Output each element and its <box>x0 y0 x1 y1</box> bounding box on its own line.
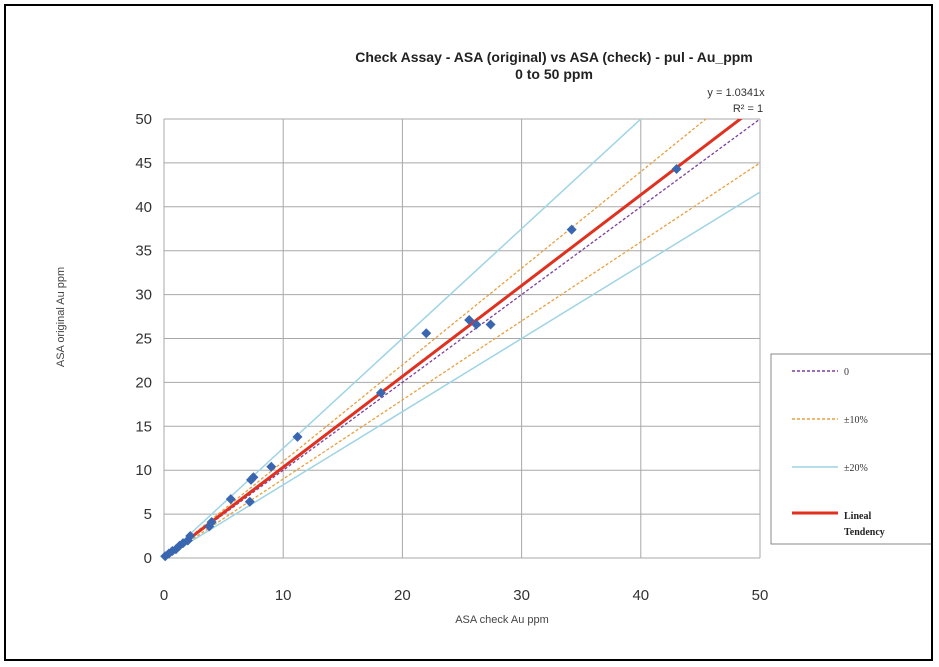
line-identity <box>164 119 760 558</box>
data-point-22 <box>671 164 682 175</box>
y-tick-label-10: 50 <box>135 111 152 128</box>
y-tick-label-0: 0 <box>144 550 152 567</box>
data-point-13 <box>248 472 259 483</box>
chart-frame: Check Assay - ASA (original) vs ASA (che… <box>4 4 933 661</box>
x-axis-label: ASA check Au ppm <box>455 614 549 626</box>
x-tick-label-3: 30 <box>513 587 530 604</box>
reference-lines <box>164 119 760 558</box>
x-tick-label-2: 20 <box>394 587 411 604</box>
legend-label-0: 0 <box>844 367 849 378</box>
x-tick-label-1: 10 <box>275 587 292 604</box>
y-tick-label-5: 25 <box>135 331 152 348</box>
chart-title: Check Assay - ASA (original) vs ASA (che… <box>355 49 753 65</box>
line-trend <box>164 119 743 558</box>
data-point-21 <box>566 224 577 235</box>
data-points <box>160 164 682 562</box>
chart-subtitle: 0 to 50 ppm <box>515 66 593 82</box>
y-tick-label-8: 40 <box>135 199 152 216</box>
scatter-chart: Check Assay - ASA (original) vs ASA (che… <box>55 49 931 626</box>
legend: 0 ±10% ±20% Lineal Tendency <box>770 353 931 545</box>
tick-labels: 0 5 10 15 20 25 30 35 40 45 50 0 10 20 30 40 50 <box>135 111 768 604</box>
x-tick-label-4: 40 <box>632 587 649 604</box>
trend-equation: y = 1.0341x <box>707 87 765 99</box>
r-squared-label: R² = 1 <box>733 103 763 115</box>
legend-label-10pct: ±10% <box>844 415 868 426</box>
legend-label-trend-2: Tendency <box>844 527 885 538</box>
data-point-20 <box>485 319 496 330</box>
y-axis-label: ASA original Au ppm <box>55 267 67 367</box>
x-tick-label-5: 50 <box>752 587 769 604</box>
y-tick-label-6: 30 <box>135 287 152 304</box>
line-20pct-1 <box>164 191 760 558</box>
trend-line <box>164 119 743 558</box>
data-point-7 <box>185 531 196 542</box>
x-tick-label-0: 0 <box>160 587 168 604</box>
data-point-10 <box>225 494 236 505</box>
line-10pct-0 <box>164 119 707 558</box>
y-tick-label-2: 10 <box>135 462 152 479</box>
data-point-9 <box>206 517 217 528</box>
y-tick-label-4: 20 <box>135 374 152 391</box>
y-tick-label-7: 35 <box>135 243 152 260</box>
data-point-16 <box>375 387 386 398</box>
line-10pct-1 <box>164 162 760 558</box>
data-point-18 <box>464 315 475 326</box>
data-point-17 <box>421 328 432 339</box>
legend-label-20pct: ±20% <box>844 463 868 474</box>
data-point-14 <box>266 461 277 472</box>
legend-label-trend: Lineal <box>844 511 871 522</box>
data-point-11 <box>244 496 255 507</box>
data-point-15 <box>292 431 303 442</box>
line-20pct-0 <box>164 119 642 558</box>
y-tick-label-3: 15 <box>135 418 152 435</box>
y-tick-label-1: 5 <box>144 506 152 523</box>
data-point-19 <box>471 319 482 330</box>
y-tick-label-9: 45 <box>135 155 152 172</box>
